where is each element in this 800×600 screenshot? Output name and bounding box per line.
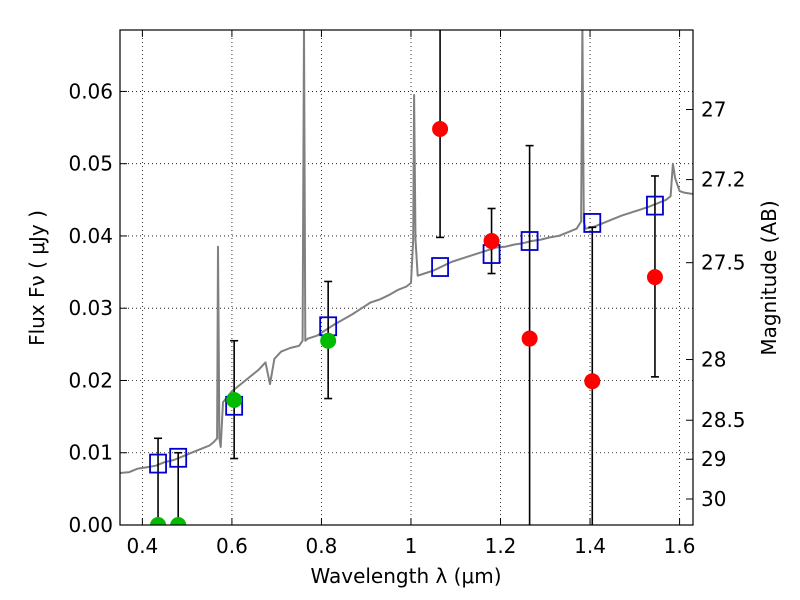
spectrum-line [120,30,693,474]
y2-tick-label: 27 [701,97,726,121]
x-tick-label: 0.6 [216,534,248,558]
green-point [150,517,167,525]
model-box-point [169,447,188,468]
model-box-point [149,453,167,474]
red-point [521,330,538,347]
x-tick-label: 1.6 [664,534,696,558]
model-box-point [431,257,449,277]
plot-frame [119,29,694,526]
y2-tick-label: 27.5 [701,251,746,275]
x-tick-label: 1.4 [574,534,606,558]
y2-axis-title: Magnitude (AB) [757,200,781,355]
y2-tick-label: 28.5 [701,408,746,432]
red-point [483,233,500,250]
red-point [432,121,449,137]
y2-tick-label: 30 [701,487,726,511]
y-tick-label: 0.02 [68,368,113,392]
x-tick-label: 1.2 [485,534,517,558]
green-point [226,391,243,408]
x-tick-label: 1 [405,534,418,558]
y2-tick-label: 28 [701,348,726,372]
x-axis-title: Wavelength λ (μm) [310,564,501,588]
x-tick-label: 0.8 [306,534,338,558]
y-tick-label: 0.01 [68,441,113,465]
y-tick-label: 0.03 [68,296,113,320]
model-box-point [583,213,602,233]
y-axis-title: Flux Fν ( μJy ) [25,210,49,346]
red-point [584,373,601,390]
y2-tick-label: 27.2 [701,168,746,192]
x-tick-label: 0.4 [126,534,158,558]
grid-lines [120,30,693,525]
y-tick-label: 0.04 [68,224,113,248]
y-tick-label: 0.05 [68,152,113,176]
green-point [170,517,187,525]
green-point [320,332,337,349]
y-tick-label: 0.06 [68,79,113,103]
model-box-point [520,231,539,251]
plot-background [120,30,693,525]
y2-tick-label: 29 [701,447,726,471]
model-box-point [646,195,664,216]
y-tick-label: 0.00 [68,513,113,537]
red-point [646,269,663,286]
